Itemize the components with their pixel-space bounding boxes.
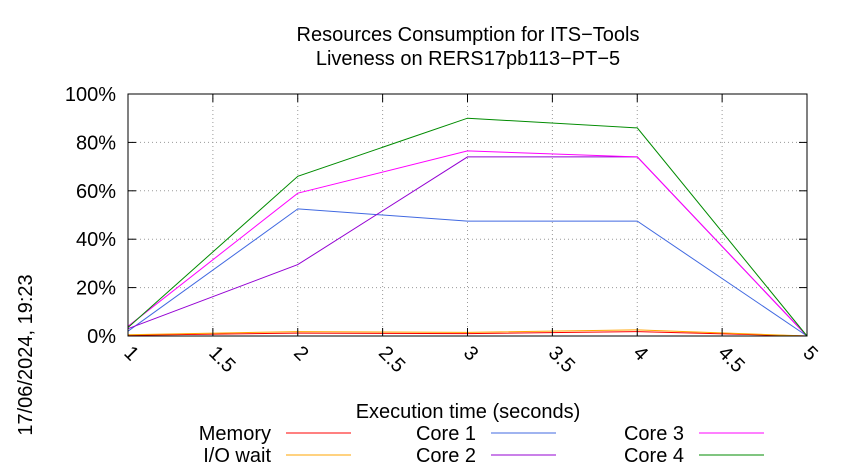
legend-label-memory: Memory [199,423,271,445]
x-tick-label: 4 [629,342,652,365]
x-tick-label: 3.5 [544,342,579,377]
y-tick-label: 60% [76,181,116,203]
grid-lines [128,94,807,336]
series-line-core-1 [127,208,808,337]
x-axis-label: Execution time (seconds) [356,401,581,423]
x-tick-label: 3 [459,342,482,365]
legend-label-core-2: Core 2 [416,445,476,467]
chart-title-line-1: Resources Consumption for ITS−Tools [297,24,640,46]
legend-label-core-1: Core 1 [416,423,476,445]
x-tick-label: 1.5 [204,342,239,377]
y-tick-label: 0% [87,326,116,348]
series-line-core-4 [127,117,808,337]
legend-label-core-3: Core 3 [624,423,684,445]
y-tick-label: 20% [76,278,116,300]
y-tick-label: 80% [76,132,116,154]
x-tick-label: 2 [289,342,312,365]
y-tick-label: 40% [76,229,116,251]
x-tick-label: 5 [798,342,821,365]
x-tick-label: 1 [119,342,142,365]
y-tick-label: 100% [65,84,116,106]
legend-label-i-o-wait: I/O wait [203,445,271,467]
timestamp-label: 17/06/2024, 19:23 [15,274,37,435]
legend-label-core-4: Core 4 [624,445,684,467]
series-line-core-3 [127,150,808,337]
x-tick-label: 4.5 [714,342,749,377]
x-tick-label: 2.5 [374,342,409,377]
series-lines [127,117,808,337]
chart-title-line-2: Liveness on RERS17pb113−PT−5 [316,48,620,70]
